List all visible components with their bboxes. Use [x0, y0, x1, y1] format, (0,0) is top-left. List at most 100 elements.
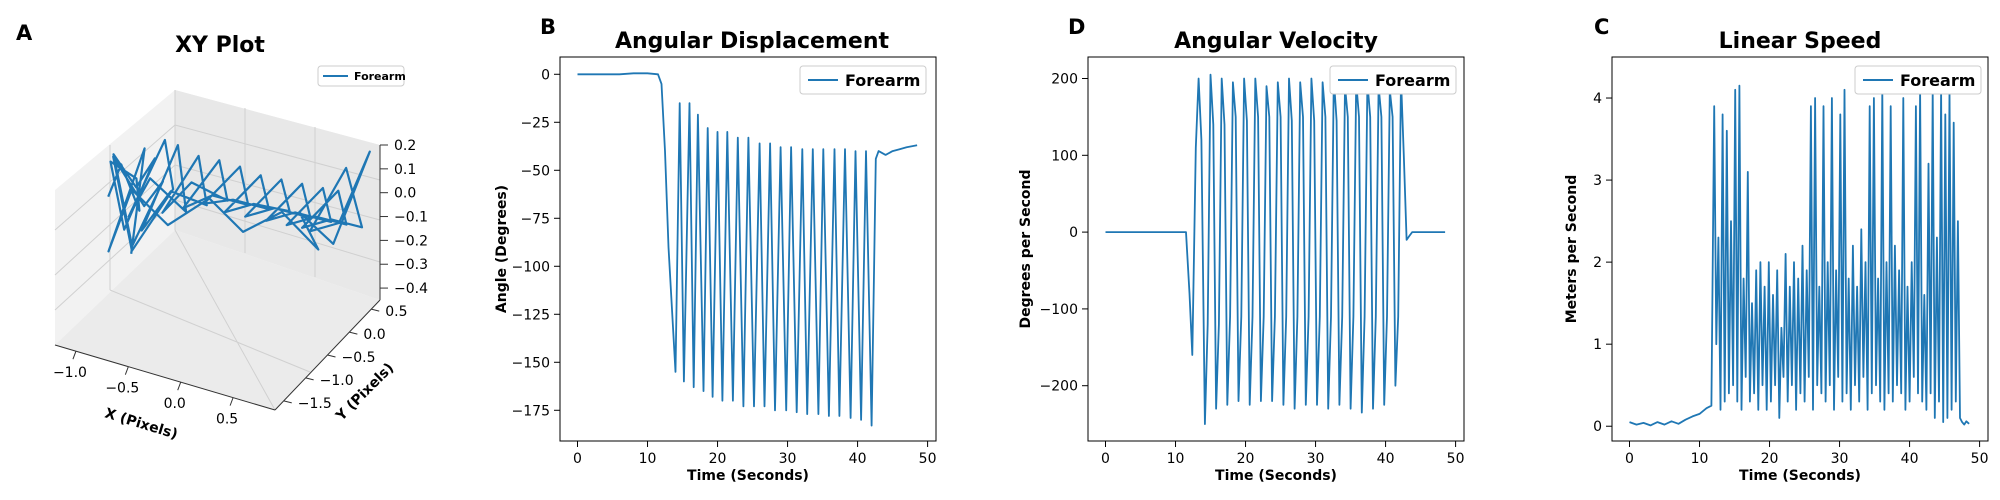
data-layer	[577, 72, 918, 427]
x-tick-mark	[124, 366, 129, 375]
x-axis-label: Time (Seconds)	[687, 468, 809, 484]
x-tick-label: 30	[1307, 451, 1325, 467]
x-tick-label: 50	[1447, 451, 1465, 467]
data-layer	[1629, 84, 1970, 427]
x-tick-label: 20	[1237, 451, 1255, 467]
z-tick-label: −0.3	[394, 257, 428, 273]
legend-box	[1329, 65, 1457, 95]
series-line-forearm	[577, 72, 918, 427]
x-tick-label: 10	[639, 451, 657, 467]
chart-title: XY Plot	[175, 33, 265, 58]
y-tick-label: 3	[1593, 173, 1602, 189]
x-tick-label: 0.5	[216, 412, 238, 428]
y-tick-label: 1	[1593, 337, 1602, 353]
x-tick-label: 40	[1901, 451, 1919, 467]
y-tick-label: −25	[520, 115, 550, 131]
y-tick-label: −150	[512, 355, 550, 371]
x-tick-mark	[177, 381, 182, 391]
legend: Forearm	[1329, 65, 1457, 95]
x-tick-label: 30	[1831, 451, 1849, 467]
z-tick-label: 0.2	[394, 138, 416, 154]
legend-box	[317, 65, 405, 87]
panel-angular-displacement: B Angular Displacement 0 10 20 30 40 50 0 −25 −5…	[494, 15, 937, 484]
legend: Forearm	[317, 65, 406, 87]
y-tick-label: −200	[1040, 379, 1078, 395]
z-tick-label: −0.1	[394, 210, 428, 226]
panel-letter-a: A	[16, 21, 33, 45]
legend: Forearm	[1854, 65, 1982, 95]
legend-label: Forearm	[845, 71, 920, 90]
series-line-forearm	[1105, 73, 1446, 426]
chart-title: Linear Speed	[1719, 29, 1882, 54]
y-tick-label: −1.5	[298, 396, 332, 412]
x-tick-label: 50	[1971, 451, 1989, 467]
plot-frame	[559, 56, 937, 442]
x-tick-label: 0	[1625, 451, 1634, 467]
y-tick-label: 0	[541, 67, 550, 83]
x-tick-label: 20	[1761, 451, 1779, 467]
floor-pane	[55, 230, 380, 410]
data-layer	[1105, 73, 1446, 426]
legend: Forearm	[799, 65, 927, 95]
y-tick-mark	[305, 377, 314, 381]
legend-box	[799, 65, 927, 95]
x-tick-label: 10	[1691, 451, 1709, 467]
series-line-forearm	[1629, 84, 1970, 427]
panel-letter-c: C	[1594, 15, 1609, 39]
x-tick-label: 0	[1101, 451, 1110, 467]
xy-data-layer	[107, 138, 371, 254]
y-tick-label: 100	[1051, 148, 1078, 164]
y-axis-label: Angle (Degrees)	[494, 185, 510, 313]
y-tick-label: 0.5	[385, 304, 407, 320]
z-tick-label: −0.2	[394, 233, 428, 249]
x-axis-line	[54, 344, 276, 411]
y-tick-label: 2	[1593, 255, 1602, 271]
x-tick-label: 10	[1167, 451, 1185, 467]
chart-title: Angular Velocity	[1174, 29, 1378, 54]
y-tick-label: 200	[1051, 72, 1078, 88]
y-tick-label: 4	[1593, 91, 1602, 107]
x-tick-label: 50	[919, 451, 937, 467]
x-tick-mark	[72, 351, 77, 360]
z-tick-label: 0.0	[394, 186, 416, 202]
x-tick-mark	[229, 397, 234, 406]
y-tick-label: 0	[1593, 419, 1602, 435]
legend-label: Forearm	[354, 70, 406, 83]
ticks: 0 10 20 30 40 50 200 100 0 −100 −200	[1040, 72, 1465, 467]
x-tick-label: 0.0	[164, 396, 186, 412]
xy-ticks: −1.0−0.50.00.5−1.5−1.0−0.50.00.50.20.10.…	[53, 138, 428, 428]
legend-label: Forearm	[1900, 71, 1975, 90]
y-tick-mark	[283, 400, 292, 404]
y-tick-label: 0.0	[363, 327, 385, 343]
y-tick-label: −100	[1040, 302, 1078, 318]
y-tick-label: −0.5	[342, 350, 376, 366]
legend-label: Forearm	[1375, 71, 1450, 90]
panel-angular-velocity: D Angular Velocity 0 10 20 30 40 50 200 100 0 −10…	[1018, 15, 1465, 484]
x-axis-label: Time (Seconds)	[1215, 468, 1337, 484]
panel-letter-b: B	[540, 15, 556, 39]
y-tick-label: −100	[512, 259, 550, 275]
y-axis-label: Y (Pixels)	[332, 360, 397, 425]
z-tick-label: −0.4	[394, 281, 428, 297]
z-tick-label: 0.1	[394, 162, 416, 178]
panel-letter-d: D	[1068, 15, 1085, 39]
x-tick-label: 40	[1377, 451, 1395, 467]
y-axis-label: Meters per Second	[1564, 175, 1580, 324]
y-tick-mark	[349, 331, 358, 335]
series-line-forearm	[107, 138, 371, 254]
y-tick-label: −50	[520, 163, 550, 179]
x-tick-label: 40	[849, 451, 867, 467]
ticks: 0 10 20 30 40 50 0 −25 −50 −75 −100 −125 −150 −175	[512, 67, 937, 467]
ticks: 0 10 20 30 40 50 0 1 2 3 4	[1593, 91, 1988, 467]
y-tick-label: −125	[512, 307, 550, 323]
x-tick-label: 20	[709, 451, 727, 467]
x-axis-label: Time (Seconds)	[1739, 468, 1861, 484]
x-tick-label: 0	[573, 451, 582, 467]
y-tick-label: −175	[512, 403, 550, 419]
chart-title: Angular Displacement	[615, 29, 889, 54]
y-tick-label: −75	[520, 211, 550, 227]
legend-box	[1854, 65, 1982, 95]
y-tick-mark	[327, 354, 336, 358]
